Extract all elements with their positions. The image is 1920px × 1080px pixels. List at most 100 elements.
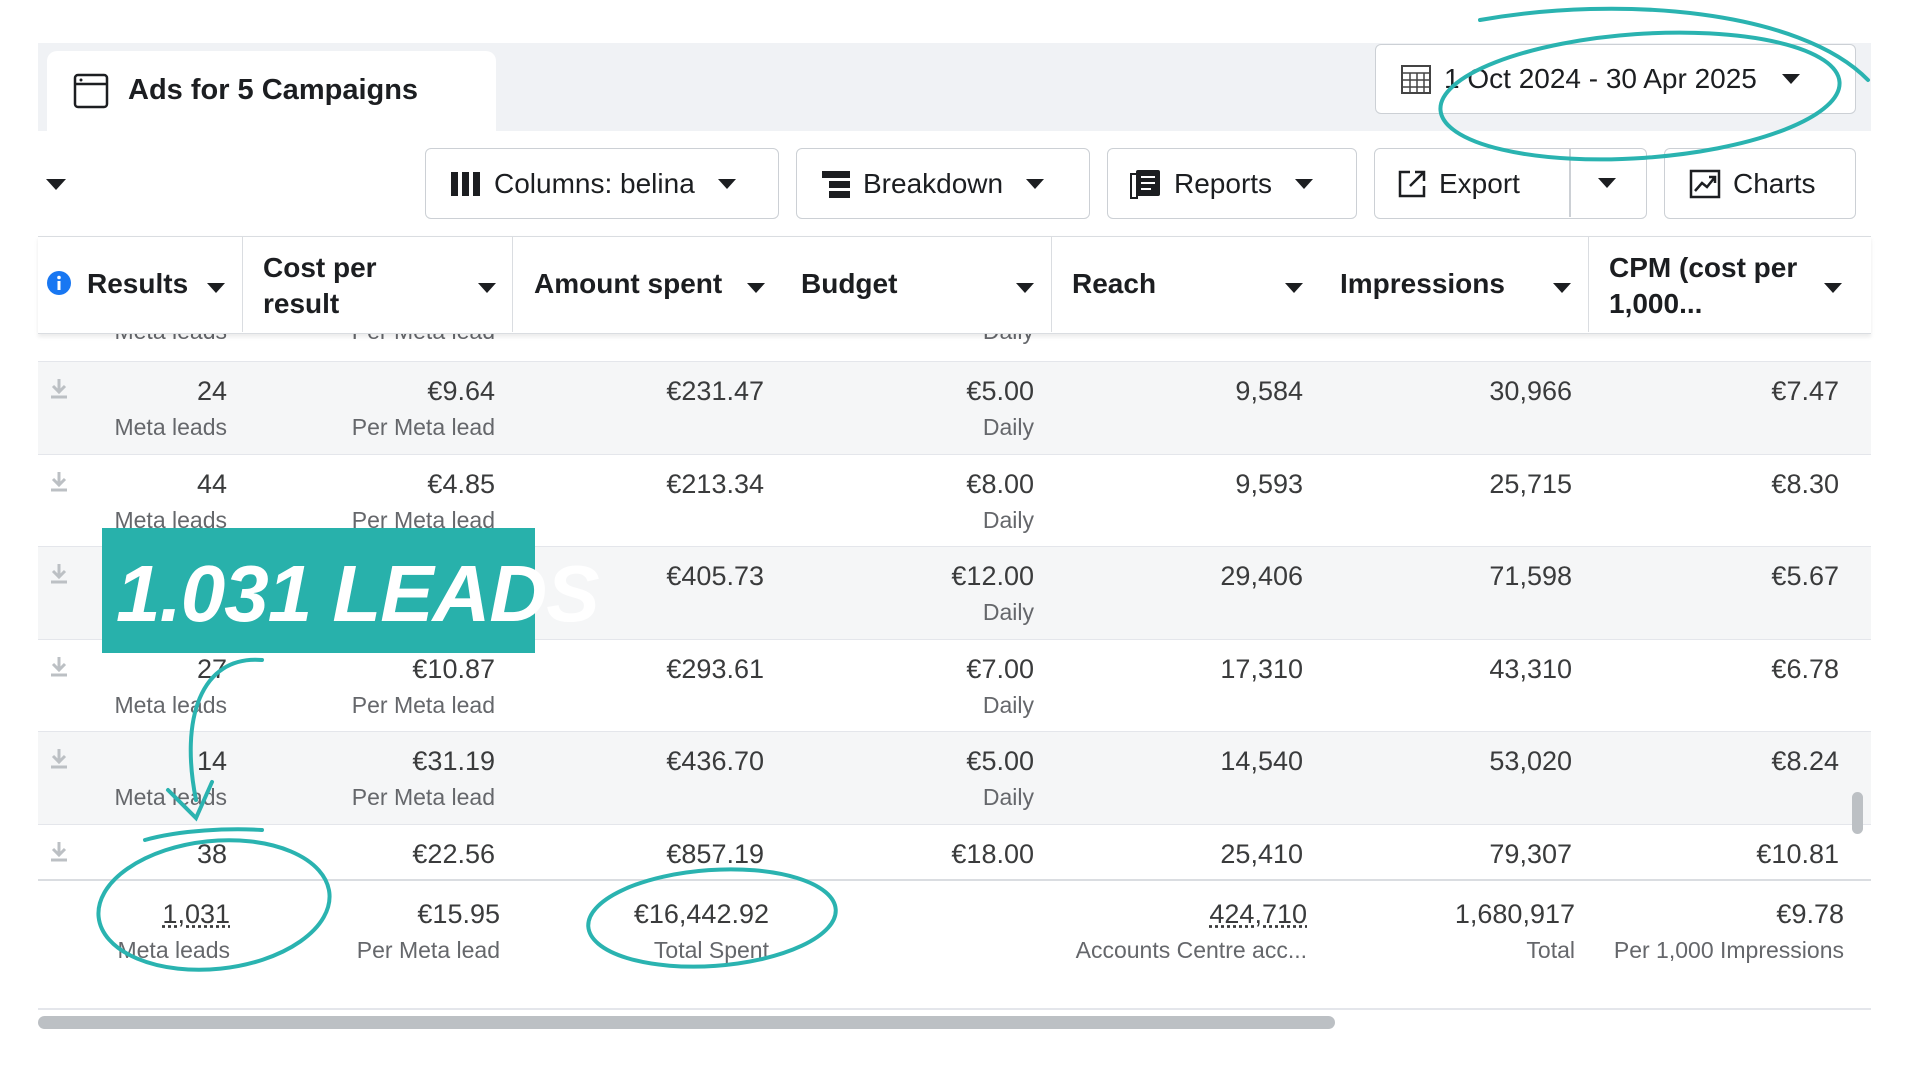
column-separator [512, 236, 513, 332]
total-sub-label: Total [1526, 937, 1575, 963]
sort-caret[interactable] [477, 282, 497, 294]
table-bottom-border [38, 1008, 1871, 1010]
total-value: 424,710 [1209, 899, 1307, 929]
button-label: Export [1439, 167, 1520, 199]
sort-caret[interactable] [206, 282, 226, 294]
tab[interactable] [47, 51, 496, 131]
total-value: 1,031 [162, 899, 230, 929]
button-label: Charts [1733, 167, 1816, 199]
cell-value: €31.19 [412, 746, 495, 776]
dropdown-caret[interactable] [45, 178, 67, 191]
cell-value: €4.85 [427, 468, 495, 499]
split-divider [1569, 149, 1571, 217]
cell-value: €231.47 [666, 376, 764, 406]
cell-sub-label: Meta leads [114, 784, 227, 810]
download-icon[interactable] [48, 840, 70, 864]
download-icon[interactable] [48, 747, 70, 771]
cell-value: €5.00 [966, 746, 1034, 776]
dropdown-caret [717, 178, 736, 189]
total-value: €15.95 [417, 899, 500, 929]
cell-value: €405.73 [666, 561, 764, 591]
cell-sub-label: Daily [982, 599, 1034, 625]
column-header[interactable]: Amount spent [534, 268, 723, 299]
sort-caret[interactable] [1284, 282, 1304, 294]
cell-value: €857.19 [666, 838, 764, 869]
cell-sub-label: Per Meta lead [351, 691, 495, 718]
cell-sub-label: Daily [982, 784, 1034, 810]
column-header[interactable]: CPM (cost per 1,000... [1609, 252, 1798, 319]
vertical-scrollbar[interactable] [1852, 792, 1863, 834]
tab-icon [73, 73, 109, 109]
sort-caret[interactable] [1552, 282, 1572, 294]
cell-value: €436.70 [666, 746, 764, 776]
cell-value: €8.24 [1771, 746, 1839, 776]
column-header[interactable]: Cost per result [263, 252, 377, 319]
sub-label: Daily [983, 332, 1034, 345]
horizontal-scrollbar[interactable] [38, 1016, 1335, 1029]
cell-value: €293.61 [666, 653, 764, 684]
column-header[interactable]: Impressions [1340, 268, 1505, 299]
column-separator [1051, 236, 1052, 332]
reports-button[interactable]: Reports [1107, 148, 1357, 219]
cell-value: 27 [196, 653, 227, 684]
cell-value: €7.00 [966, 653, 1034, 684]
cell-value: 79,307 [1489, 838, 1572, 869]
cell-value: €5.00 [966, 376, 1034, 406]
date-picker[interactable]: 1 Oct 2024 - 30 Apr 2025 [1375, 44, 1856, 114]
export-button[interactable]: Export [1374, 148, 1647, 219]
date-range: 1 Oct 2024 - 30 Apr 2025 [1444, 63, 1757, 94]
download-icon[interactable] [48, 562, 70, 586]
download-icon[interactable] [48, 470, 70, 494]
table-row[interactable] [38, 731, 1871, 825]
total-sub-label: Total Spent [653, 937, 769, 963]
columns-icon [451, 171, 480, 196]
column-header[interactable]: Reach [1072, 268, 1157, 299]
total-sub-label: Per Meta lead [356, 937, 500, 963]
column-header[interactable]: Results [87, 268, 189, 299]
cell-value: 17,310 [1220, 653, 1303, 684]
download-icon[interactable] [48, 377, 70, 401]
sort-caret[interactable] [746, 282, 766, 294]
total-sub-label: Meta leads [117, 937, 230, 963]
button-label: Columns: belina [494, 167, 695, 199]
cell-value: 14 [196, 746, 227, 776]
sort-caret[interactable] [1015, 282, 1035, 294]
column-separator [1588, 236, 1589, 332]
dropdown-caret[interactable] [1597, 177, 1617, 189]
cell-value: €10.87 [412, 653, 495, 684]
cell-value: 9,593 [1235, 468, 1303, 499]
cell-value: €213.34 [666, 468, 764, 499]
cell-value: €5.67 [1771, 561, 1839, 591]
sort-caret[interactable] [1823, 282, 1843, 294]
cell-value: €18.00 [951, 838, 1034, 869]
reports-icon [1130, 169, 1160, 199]
breakdown-button[interactable]: Breakdown [796, 148, 1090, 219]
export-icon [1398, 170, 1426, 197]
cell-value: 24 [196, 376, 227, 406]
cell-value: 29,406 [1220, 561, 1303, 591]
columns-button[interactable]: Columns: belina [425, 148, 779, 219]
tab-title: Ads for 5 Campaigns [128, 74, 419, 106]
cell-value: 25,410 [1220, 838, 1303, 869]
charts-button[interactable]: Charts [1664, 148, 1856, 219]
table-row[interactable] [38, 638, 1871, 732]
dropdown-caret [1026, 178, 1045, 189]
cell-sub-label: Meta leads [114, 414, 227, 440]
cell-value: 53,020 [1489, 746, 1572, 776]
leads-banner-text: 1.031 LEADS [116, 549, 600, 638]
calendar-icon [1401, 65, 1431, 94]
download-icon[interactable] [48, 655, 70, 679]
cell-sub-label: Per Meta lead [351, 784, 495, 810]
table-row[interactable] [38, 361, 1871, 455]
leads-banner [102, 528, 535, 653]
cell-value: 25,715 [1489, 468, 1572, 499]
button-label: Reports [1174, 167, 1273, 199]
cell-sub-label: Daily [982, 691, 1034, 718]
column-header[interactable]: Budget [801, 268, 898, 299]
column-separator [242, 236, 243, 332]
sub-label: Per Meta lead [352, 332, 495, 345]
cell-sub-label: Per Meta lead [351, 414, 495, 440]
dropdown-caret [1295, 178, 1314, 189]
charts-icon [1689, 169, 1721, 198]
cell-value: 44 [196, 468, 227, 499]
